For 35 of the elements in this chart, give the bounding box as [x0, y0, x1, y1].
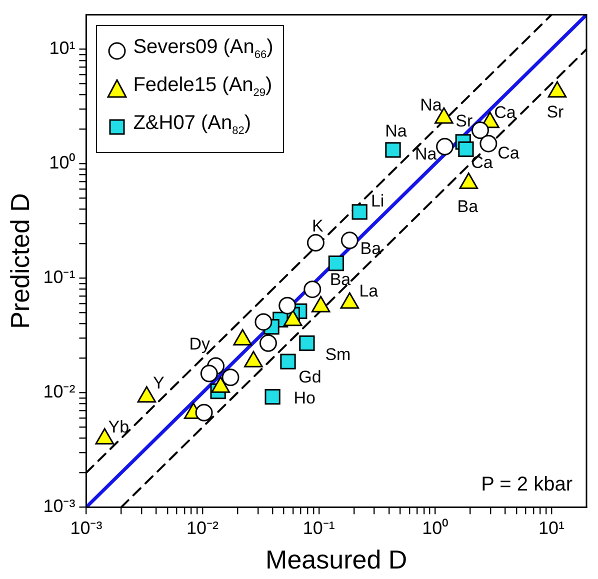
annotation: Ca [498, 143, 520, 162]
y-tick-label: 10¹ [49, 38, 76, 58]
annotation: Na [414, 144, 438, 164]
annotation: Sm [325, 344, 351, 364]
x-tick-label: 10⁻² [186, 518, 219, 538]
annotation: Na [385, 122, 408, 141]
annotation: Y [153, 374, 164, 393]
annotation: Ba [457, 196, 479, 216]
annotation: K [312, 216, 324, 236]
legend-label: Fedele15 (An$_{29}$) [133, 72, 272, 101]
x-tick-label: 10⁻¹ [302, 518, 335, 538]
annotation: Gd [298, 367, 322, 386]
annotation: Ba [330, 270, 352, 289]
legend-label: Severs09 (An$_{66}$) [133, 34, 274, 63]
y-tick-label: 10⁰ [49, 152, 76, 173]
x-tick-label: 10¹ [538, 518, 564, 538]
annotation: La [359, 282, 379, 301]
y-axis-title: Predicted D [4, 193, 35, 329]
y-tick-label: 10⁻¹ [43, 267, 76, 288]
annotation: Dy [189, 334, 210, 354]
x-tick-label: 10⁰ [422, 518, 448, 538]
annotation: Sr [546, 102, 564, 122]
annotation: Ca [494, 103, 516, 122]
annotation: Sr [456, 112, 473, 131]
annotation: Na [420, 96, 442, 115]
y-tick-label: 10⁻³ [43, 496, 76, 516]
x-axis-title: Measured D [266, 544, 408, 575]
annotation: Ba [360, 239, 382, 258]
x-tick-label: 10⁻³ [70, 518, 102, 538]
legend-label: Z&H07 (An$_{82}$) [133, 110, 252, 139]
annotation: Li [370, 192, 384, 211]
annotation: Ho [294, 388, 316, 408]
annotation: Yb [108, 417, 130, 436]
annotation: P = 2 kbar [481, 474, 573, 496]
y-tick-label: 10⁻² [43, 382, 76, 402]
